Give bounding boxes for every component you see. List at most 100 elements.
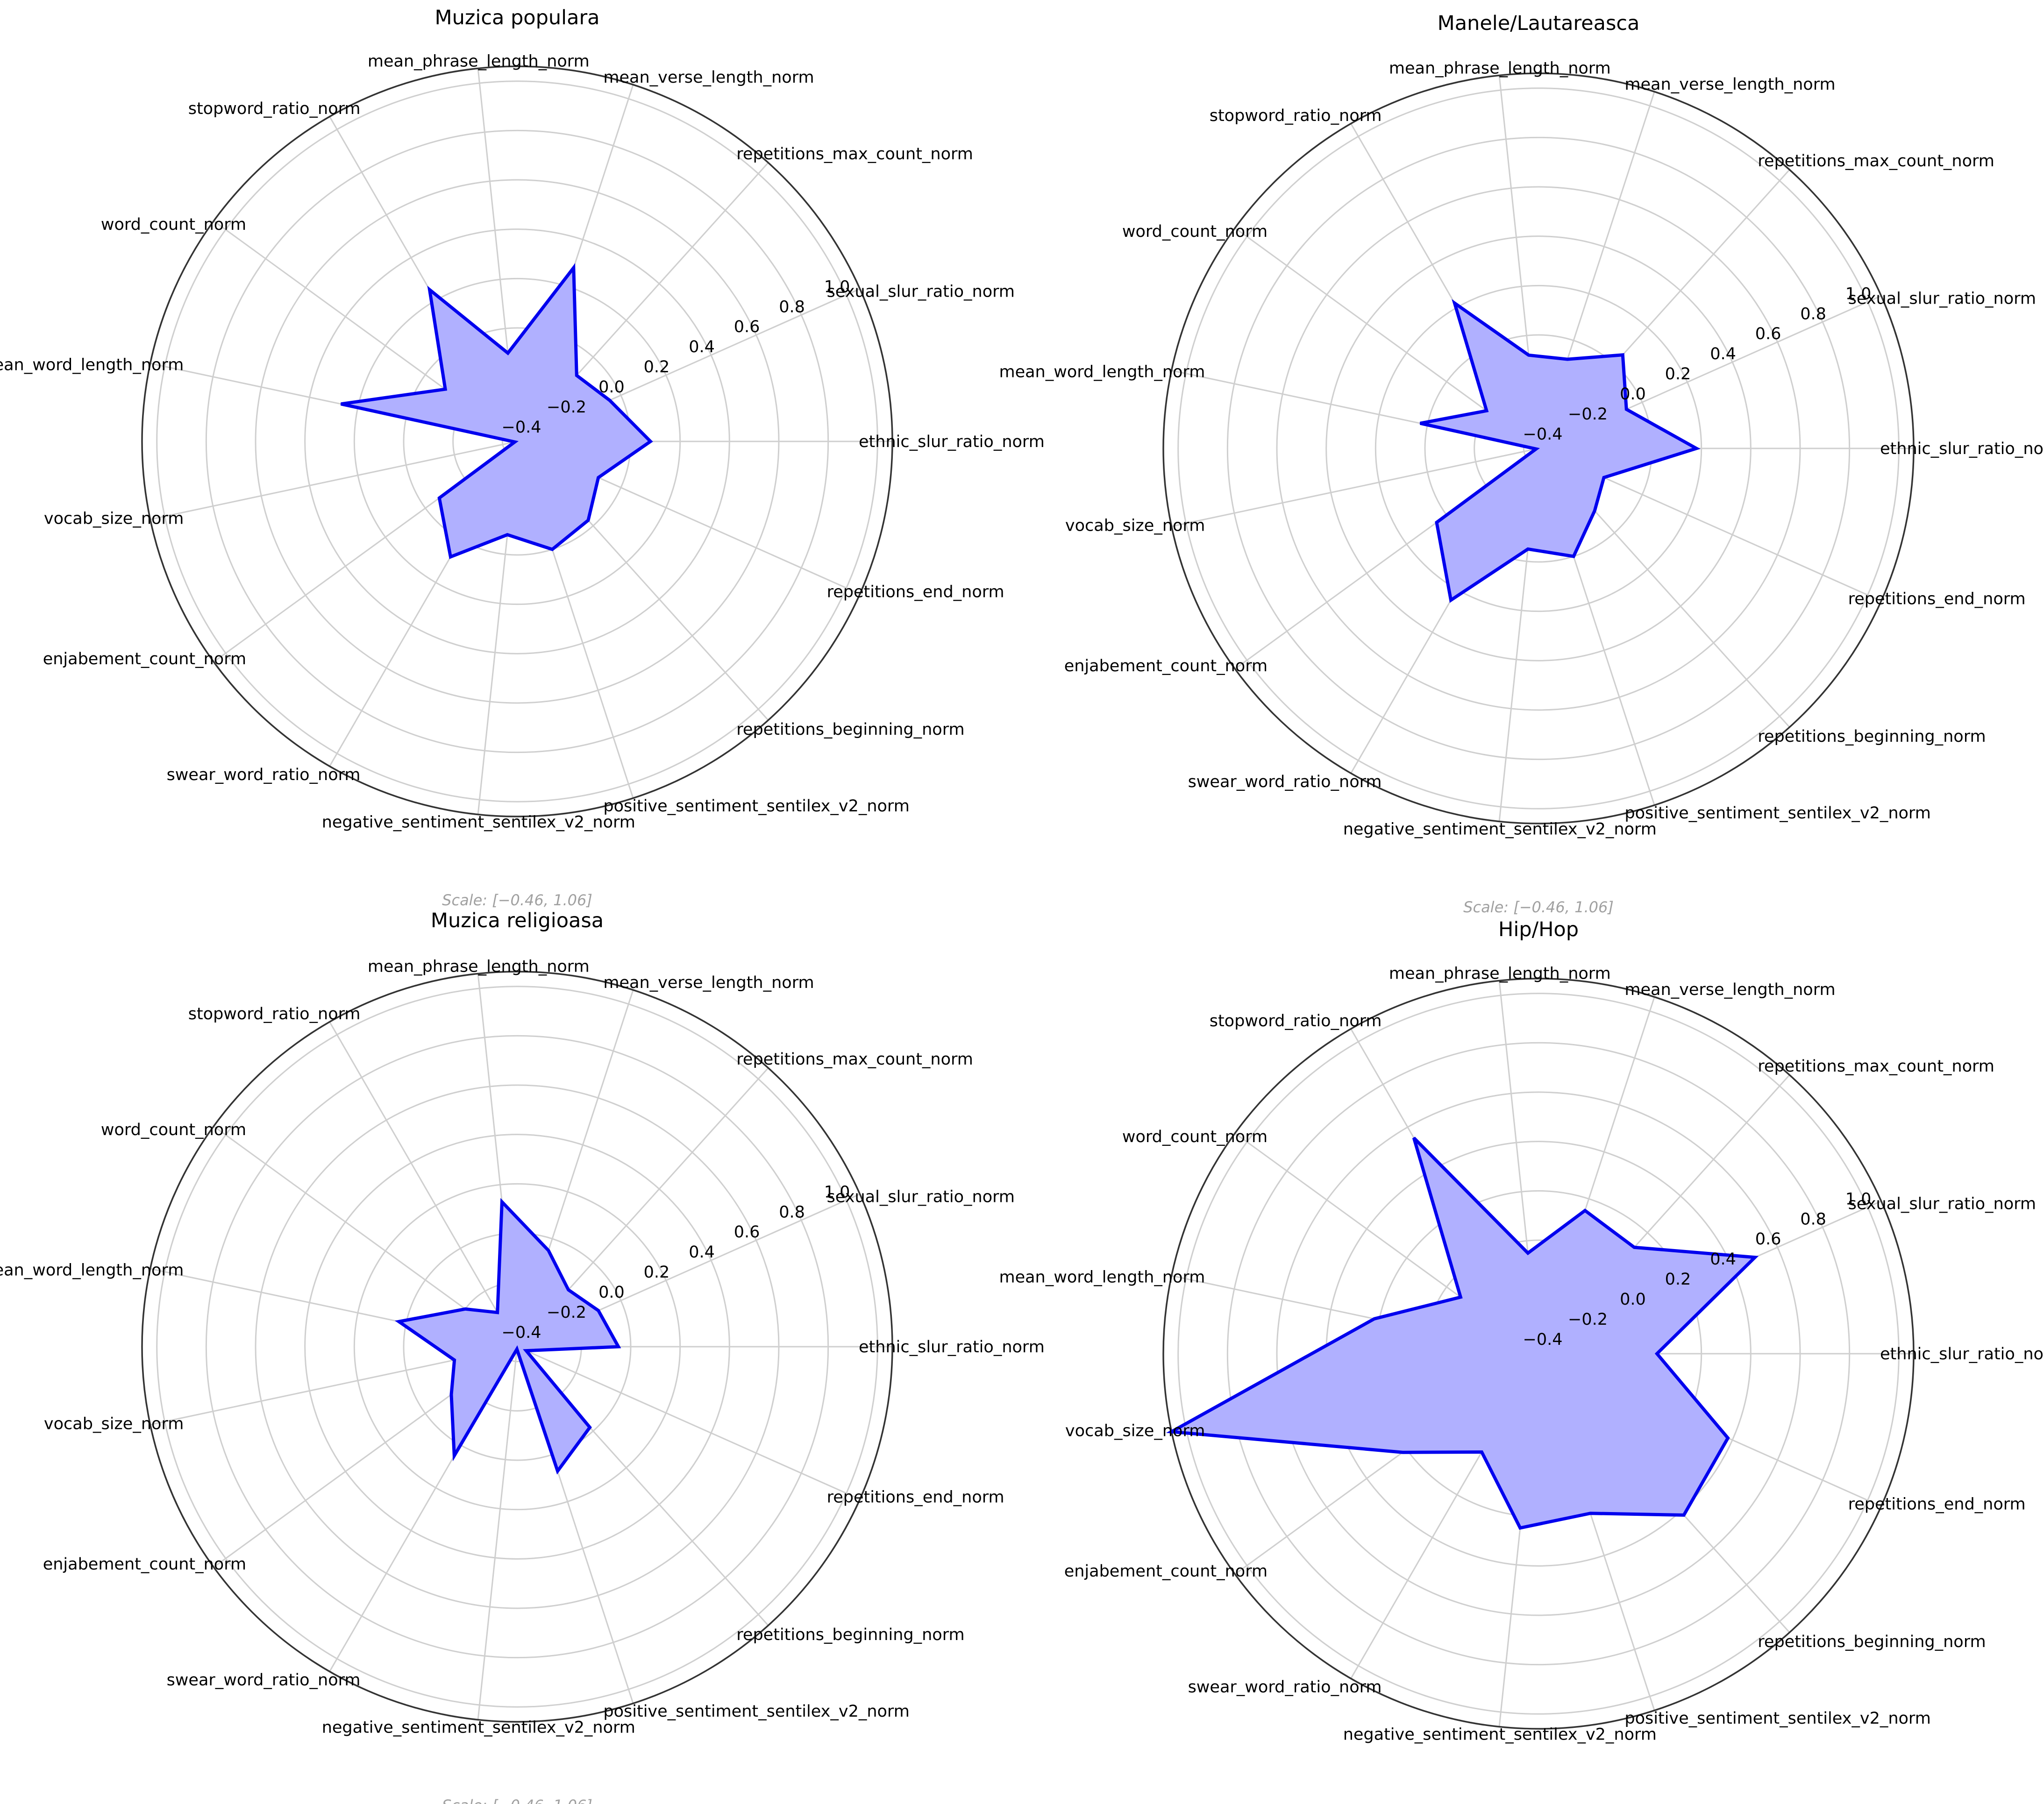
axis-label: vocab_size_norm (44, 1414, 184, 1433)
outer-frame (1162, 978, 1915, 1730)
axis-label: sexual_slur_ratio_norm (1848, 1194, 2036, 1213)
chart-title: Muzica populara (434, 6, 599, 29)
data-point (340, 403, 342, 405)
axis-label: mean_phrase_length_norm (368, 957, 590, 976)
data-point (650, 441, 651, 442)
chart-title: Hip/Hop (1498, 918, 1579, 941)
data-point (568, 1289, 569, 1291)
data-point (1573, 556, 1574, 557)
r-tick-label: 0.2 (1665, 1270, 1691, 1289)
grid-spoke (1171, 447, 1539, 527)
axis-label: enjabement_count_norm (43, 650, 246, 668)
axis-label: repetitions_end_norm (1848, 1495, 2026, 1514)
r-tick-label: 0.8 (779, 298, 805, 316)
data-point (1754, 1257, 1756, 1258)
axis-label: mean_phrase_length_norm (1389, 964, 1611, 983)
axis-label: repetitions_beginning_norm (736, 1626, 964, 1644)
data-point (1171, 1431, 1172, 1432)
axis-label: stopword_ratio_norm (188, 1005, 361, 1023)
data-point (1527, 548, 1529, 550)
axis-label: mean_word_length_norm (0, 356, 184, 375)
axis-label: mean_verse_length_norm (1624, 75, 1835, 94)
r-tick-label: 0.2 (644, 1263, 670, 1282)
axis-label: mean_verse_length_norm (1624, 980, 1835, 999)
axis-label: mean_verse_length_norm (603, 973, 814, 992)
axis-label: repetitions_max_count_norm (736, 145, 973, 163)
data-point (557, 1470, 558, 1472)
data-point (1527, 1252, 1529, 1254)
data-point (1626, 409, 1627, 410)
data-point (507, 534, 508, 535)
axis-label: vocab_size_norm (1065, 1421, 1205, 1440)
axis-label: ethnic_slur_ratio_norm (859, 1338, 1045, 1357)
axis-label: repetitions_max_count_norm (1758, 152, 1994, 170)
r-tick-label: 1.0 (824, 1183, 850, 1201)
data-point (1696, 448, 1697, 449)
chart-title: Muzica religioasa (431, 909, 604, 932)
series-line (394, 1198, 621, 1475)
axis-label: repetitions_beginning_norm (1758, 1633, 1986, 1651)
data-point (507, 352, 509, 354)
data-point (514, 441, 515, 443)
r-tick-label: 0.2 (644, 358, 670, 376)
r-tick-label: 0.4 (689, 1243, 715, 1262)
data-point (598, 477, 599, 478)
scale-note: Scale: [−0.46, 1.06] (1463, 898, 1614, 916)
r-tick-label: 0.8 (1800, 1210, 1826, 1229)
data-point (552, 549, 553, 550)
r-tick-label: 0.4 (1710, 1250, 1736, 1269)
r-tick-label: 0.6 (734, 318, 760, 336)
axis-label: repetitions_max_count_norm (736, 1050, 973, 1069)
data-point (454, 1359, 455, 1361)
r-tick-label: 0.0 (1620, 385, 1646, 404)
r-tick-label: 0.6 (734, 1223, 760, 1242)
outer-frame (141, 971, 893, 1723)
series-area (399, 1202, 619, 1471)
r-tick-label: 0.8 (1800, 305, 1826, 323)
axis-label: repetitions_end_norm (1848, 590, 2026, 609)
axis-label: sexual_slur_ratio_norm (827, 1187, 1015, 1206)
r-tick-label: −0.2 (1568, 405, 1608, 424)
data-point (1436, 522, 1437, 523)
data-point (573, 267, 574, 269)
axis-label: negative_sentiment_sentilex_v2_norm (322, 1719, 635, 1737)
axis-label: word_count_norm (101, 215, 246, 234)
axis-label: enjabement_count_norm (1064, 1562, 1268, 1581)
grid-spoke (477, 1346, 518, 1720)
series-line (1166, 1136, 1759, 1530)
axis-label: stopword_ratio_norm (1210, 1012, 1382, 1030)
r-tick-label: 0.0 (598, 378, 625, 397)
axis-label: repetitions_end_norm (827, 583, 1004, 602)
data-point (589, 1427, 591, 1428)
axis-label: repetitions_beginning_norm (1758, 727, 1986, 746)
data-point (1683, 1514, 1685, 1516)
r-tick-label: −0.4 (1523, 1330, 1563, 1349)
data-point (1419, 423, 1421, 424)
data-point (1656, 1353, 1658, 1354)
data-point (445, 389, 446, 390)
data-point (548, 1250, 549, 1251)
grid-spoke (329, 1021, 518, 1347)
r-tick-label: 0.8 (779, 1203, 805, 1222)
axis-label: ethnic_slur_ratio_norm (859, 433, 1045, 451)
axis-label: mean_verse_length_norm (603, 68, 814, 87)
axis-label: swear_word_ratio_norm (167, 1671, 361, 1690)
data-point (588, 519, 589, 521)
data-point (1402, 1452, 1403, 1453)
axis-label: swear_word_ratio_norm (1188, 773, 1382, 791)
data-point (576, 375, 577, 376)
axis-label: word_count_norm (101, 1121, 246, 1139)
r-tick-label: 1.0 (1845, 1190, 1872, 1208)
series-area (1420, 303, 1697, 600)
data-point (1603, 477, 1604, 478)
r-tick-label: 1.0 (1845, 284, 1872, 303)
data-point (1727, 1437, 1729, 1439)
scale-note: Scale: [−0.46, 1.06] (442, 1797, 592, 1804)
r-tick-label: −0.4 (1523, 425, 1563, 444)
data-point (497, 1312, 498, 1313)
data-point (526, 1350, 527, 1351)
r-tick-label: 1.0 (824, 277, 850, 296)
data-point (1634, 1247, 1635, 1248)
chart-title: Manele/Lautareasca (1438, 12, 1640, 35)
